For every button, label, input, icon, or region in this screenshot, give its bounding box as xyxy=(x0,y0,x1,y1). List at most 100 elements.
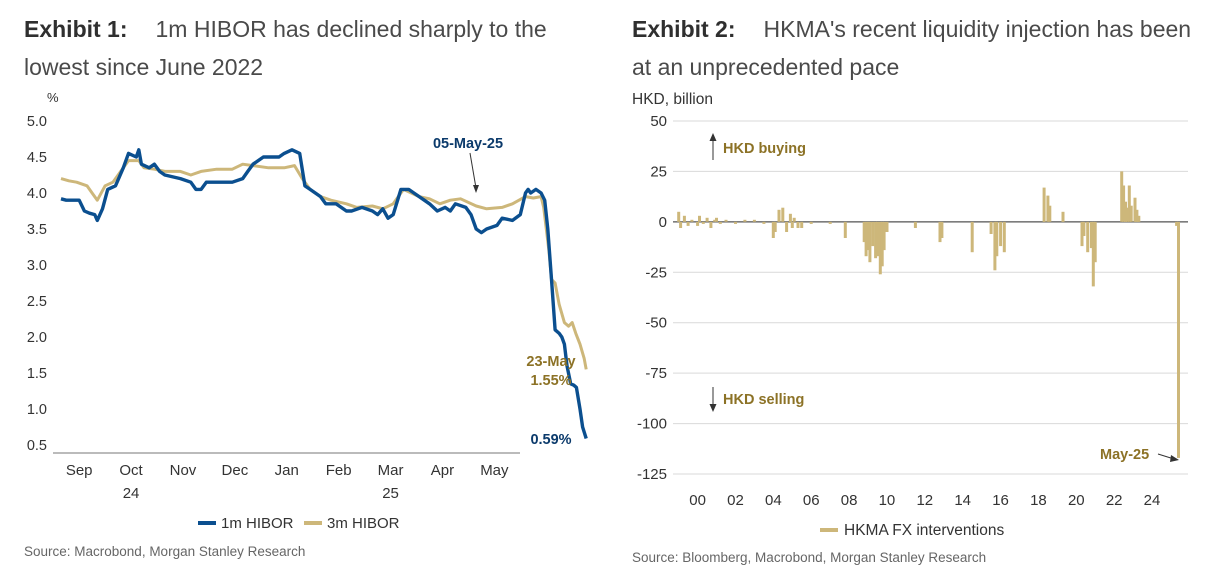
intervention-bar xyxy=(1042,187,1046,222)
series-line-1m-hibor xyxy=(60,148,588,440)
intervention-bar xyxy=(1046,195,1050,222)
selling-arrow-icon xyxy=(709,404,717,412)
x-tick-label: 12 xyxy=(916,492,933,509)
intervention-bar xyxy=(771,221,775,238)
y-tick-label: 0 xyxy=(659,214,667,231)
x-tick-label: 18 xyxy=(1030,492,1047,509)
intervention-bar xyxy=(864,221,868,257)
intervention-bar xyxy=(970,221,974,253)
exhibit-2: Exhibit 2: HKMA's recent liquidity inject… xyxy=(610,0,1220,577)
intervention-bar xyxy=(690,219,694,222)
intervention-bar xyxy=(862,221,866,243)
y-tick-label: 0.5 xyxy=(27,438,47,454)
y-tick-label: 4.5 xyxy=(27,150,47,166)
annotation-end-date: 23-May xyxy=(526,354,575,370)
y-tick-label: 1.5 xyxy=(27,366,47,382)
intervention-bar xyxy=(1089,221,1093,249)
intervention-bar xyxy=(940,221,944,238)
y-tick-label: -25 xyxy=(645,264,667,281)
exhibit-1: Exhibit 1: 1m HIBOR has declined sharply … xyxy=(0,0,600,577)
y-tick-label: 50 xyxy=(650,113,667,130)
intervention-bar xyxy=(1086,221,1090,253)
x-tick-label: 16 xyxy=(992,492,1009,509)
x-tick-label: Nov xyxy=(170,462,197,479)
intervention-bar xyxy=(777,209,781,222)
intervention-bar xyxy=(880,221,884,267)
intervention-bar xyxy=(1177,221,1180,458)
y-tick-label: 3.5 xyxy=(27,222,47,238)
annotation-hkd-selling: HKD selling xyxy=(723,392,804,408)
intervention-bar xyxy=(724,219,728,222)
intervention-bar xyxy=(1129,205,1133,222)
y-tick-label: 1.0 xyxy=(27,402,47,418)
intervention-bar xyxy=(1082,221,1086,236)
x-tick-label: Mar xyxy=(378,462,404,479)
intervention-bar xyxy=(1048,205,1052,222)
x-tick-label: Oct xyxy=(119,462,143,479)
y-tick-label: 2.5 xyxy=(27,294,47,310)
intervention-bar xyxy=(713,219,717,222)
y-tick-label: -125 xyxy=(637,466,667,483)
legend-swatch xyxy=(820,528,838,532)
intervention-bar xyxy=(796,221,800,228)
intervention-bar xyxy=(1124,201,1127,222)
intervention-bar xyxy=(709,221,713,228)
intervention-bar xyxy=(792,217,796,222)
exhibit-1-title: Exhibit 1: 1m HIBOR has declined sharply … xyxy=(24,10,584,86)
intervention-bar xyxy=(871,221,875,247)
intervention-bar xyxy=(938,221,942,243)
intervention-bar xyxy=(701,221,705,224)
exhibit-1-title-text: 1m HIBOR has declined sharply to the low… xyxy=(24,16,547,80)
intervention-bar xyxy=(809,221,813,224)
x-tick-label: 06 xyxy=(803,492,820,509)
x-tick-label: 08 xyxy=(841,492,858,509)
y-tick-label: 2.0 xyxy=(27,330,47,346)
x-tick-label: 20 xyxy=(1068,492,1085,509)
intervention-bar xyxy=(1137,215,1141,222)
exhibit-2-title-text: HKMA's recent liquidity injection has be… xyxy=(632,16,1192,80)
intervention-bar xyxy=(828,221,832,224)
intervention-bar xyxy=(1080,221,1084,247)
intervention-bar xyxy=(989,221,993,234)
x-tick-label: Dec xyxy=(222,462,249,479)
intervention-bar xyxy=(1091,221,1095,287)
exhibit-1-label: Exhibit 1: xyxy=(24,16,128,42)
intervention-bar xyxy=(1122,185,1126,222)
series-line-3m-hibor xyxy=(60,159,588,370)
x-tick-label: 02 xyxy=(727,492,744,509)
intervention-bar xyxy=(866,221,870,251)
intervention-bar xyxy=(1002,221,1006,253)
intervention-bar xyxy=(705,217,709,222)
intervention-bar xyxy=(1061,211,1065,222)
annotation-peak-arrow xyxy=(469,152,477,189)
y-axis-unit: % xyxy=(47,90,59,105)
x-tick-label: 00 xyxy=(689,492,706,509)
intervention-bar xyxy=(1127,185,1131,222)
intervention-bar xyxy=(781,207,785,222)
exhibit-2-source: Source: Bloomberg, Macrobond, Morgan Sta… xyxy=(632,550,987,565)
y-tick-label: 5.0 xyxy=(27,114,47,130)
exhibit-2-label: Exhibit 2: xyxy=(632,16,736,42)
x-tick-label: 14 xyxy=(954,492,971,509)
annotation-may-25: May-25 xyxy=(1100,447,1149,463)
x-tick-label: Apr xyxy=(431,462,454,479)
intervention-bar xyxy=(790,221,794,228)
intervention-bar xyxy=(1135,209,1139,222)
intervention-bar xyxy=(773,221,777,232)
intervention-bar xyxy=(878,221,882,275)
x-tick-label: 10 xyxy=(879,492,896,509)
y-tick-label: 25 xyxy=(650,163,667,180)
x-tick-label: May xyxy=(480,462,509,479)
intervention-bar xyxy=(913,221,917,228)
intervention-bar xyxy=(682,215,686,222)
intervention-bar xyxy=(995,221,999,257)
intervention-bar xyxy=(1175,221,1179,226)
intervention-bar xyxy=(752,219,756,222)
intervention-bar xyxy=(677,211,681,222)
intervention-bar xyxy=(718,221,722,224)
x-tick-label: Feb xyxy=(326,462,352,479)
x-tick-label: 24 xyxy=(1144,492,1161,509)
annotation-may-25-arrowhead xyxy=(1170,455,1179,462)
annotation-hkd-buying: HKD buying xyxy=(723,141,806,157)
legend-label-1m: 1m HIBOR xyxy=(221,515,294,532)
